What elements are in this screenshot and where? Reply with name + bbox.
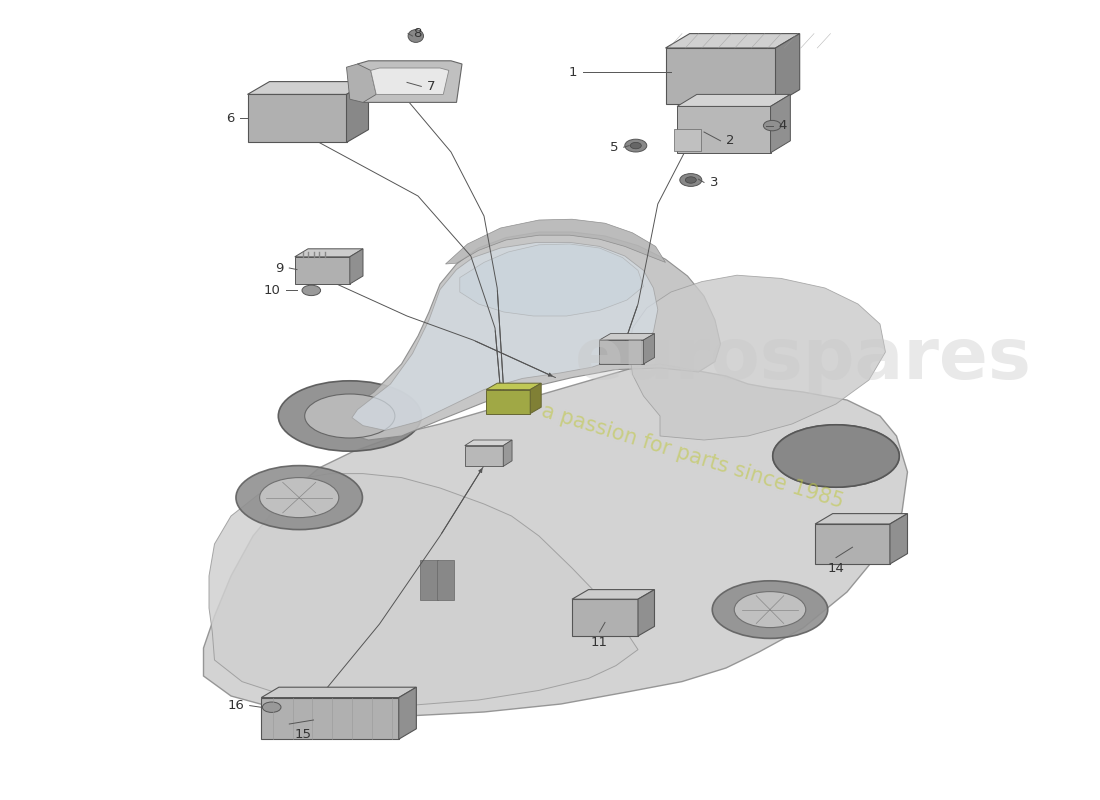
Polygon shape bbox=[295, 249, 363, 257]
Polygon shape bbox=[644, 334, 654, 364]
Polygon shape bbox=[352, 242, 658, 430]
Text: 9: 9 bbox=[275, 262, 284, 274]
Polygon shape bbox=[530, 383, 541, 414]
Polygon shape bbox=[464, 440, 513, 446]
Ellipse shape bbox=[735, 592, 805, 627]
Polygon shape bbox=[890, 514, 908, 564]
Text: eurospares: eurospares bbox=[574, 326, 1032, 394]
Polygon shape bbox=[464, 446, 504, 466]
Ellipse shape bbox=[680, 174, 702, 186]
Polygon shape bbox=[371, 68, 449, 94]
Polygon shape bbox=[295, 257, 350, 284]
Text: 7: 7 bbox=[427, 80, 436, 93]
Polygon shape bbox=[336, 232, 720, 440]
Ellipse shape bbox=[302, 285, 320, 295]
Polygon shape bbox=[446, 219, 666, 264]
Ellipse shape bbox=[236, 466, 363, 530]
Polygon shape bbox=[248, 82, 368, 94]
Polygon shape bbox=[776, 34, 800, 104]
Text: 4: 4 bbox=[779, 119, 788, 132]
Ellipse shape bbox=[763, 120, 781, 131]
Polygon shape bbox=[629, 275, 886, 440]
Polygon shape bbox=[666, 48, 776, 104]
Ellipse shape bbox=[713, 581, 827, 638]
Polygon shape bbox=[600, 340, 643, 364]
Polygon shape bbox=[666, 34, 800, 48]
Polygon shape bbox=[504, 440, 513, 466]
Ellipse shape bbox=[278, 381, 421, 451]
Text: 15: 15 bbox=[295, 728, 311, 741]
Text: 6: 6 bbox=[226, 112, 234, 125]
Polygon shape bbox=[486, 383, 541, 390]
Polygon shape bbox=[673, 129, 702, 151]
Ellipse shape bbox=[260, 478, 339, 518]
Polygon shape bbox=[678, 94, 790, 106]
Text: 14: 14 bbox=[827, 562, 845, 574]
Polygon shape bbox=[815, 524, 890, 564]
Polygon shape bbox=[346, 64, 376, 102]
Text: 1: 1 bbox=[569, 66, 578, 78]
Polygon shape bbox=[346, 82, 368, 142]
Polygon shape bbox=[262, 698, 398, 739]
Polygon shape bbox=[262, 687, 416, 698]
Polygon shape bbox=[248, 94, 346, 142]
Text: 2: 2 bbox=[726, 134, 735, 147]
Polygon shape bbox=[437, 560, 454, 600]
Polygon shape bbox=[572, 590, 654, 599]
Polygon shape bbox=[358, 61, 462, 102]
Ellipse shape bbox=[408, 30, 424, 42]
Polygon shape bbox=[600, 334, 654, 340]
Polygon shape bbox=[420, 560, 438, 600]
Ellipse shape bbox=[263, 702, 280, 712]
Ellipse shape bbox=[685, 177, 696, 183]
Polygon shape bbox=[350, 249, 363, 284]
Text: 3: 3 bbox=[710, 176, 718, 189]
Ellipse shape bbox=[305, 394, 395, 438]
Text: a passion for parts since 1985: a passion for parts since 1985 bbox=[539, 400, 847, 512]
Text: 11: 11 bbox=[591, 636, 608, 649]
Polygon shape bbox=[572, 599, 638, 636]
Polygon shape bbox=[209, 474, 638, 706]
Text: 16: 16 bbox=[228, 699, 244, 712]
Ellipse shape bbox=[630, 142, 641, 149]
Polygon shape bbox=[815, 514, 908, 524]
Polygon shape bbox=[678, 106, 770, 153]
Polygon shape bbox=[460, 244, 644, 316]
Text: 5: 5 bbox=[609, 141, 618, 154]
Polygon shape bbox=[770, 94, 790, 153]
Ellipse shape bbox=[625, 139, 647, 152]
Text: 8: 8 bbox=[414, 27, 422, 40]
Polygon shape bbox=[204, 364, 907, 716]
Polygon shape bbox=[638, 590, 654, 636]
Polygon shape bbox=[486, 390, 530, 414]
Text: 10: 10 bbox=[264, 284, 280, 297]
Ellipse shape bbox=[772, 425, 900, 487]
Polygon shape bbox=[398, 687, 416, 739]
